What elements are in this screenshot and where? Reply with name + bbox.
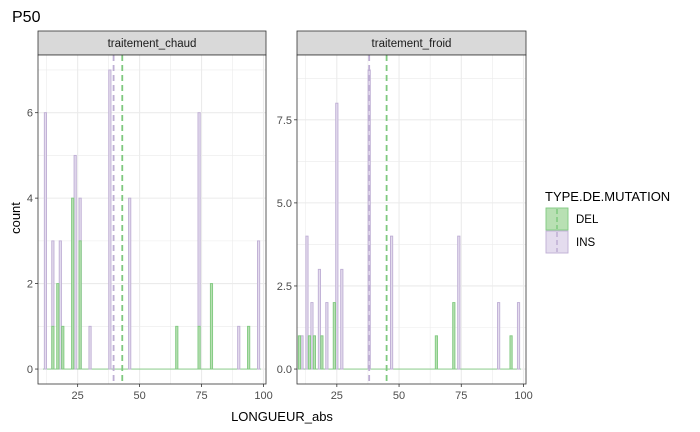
y-tick-label: 2.5 — [277, 281, 292, 293]
bar-del — [320, 335, 324, 370]
x-tick-label: 75 — [455, 390, 467, 402]
facet-strip — [37, 30, 267, 56]
y-axis-title: count — [8, 202, 23, 234]
bar-del — [71, 197, 75, 370]
x-tick-label: 50 — [133, 390, 145, 402]
bar-del — [78, 240, 82, 370]
bar-del — [61, 325, 65, 370]
y-tick-label: 2 — [27, 279, 33, 291]
bar-ins — [128, 197, 132, 370]
bar-ins — [516, 302, 521, 370]
bar-del — [175, 325, 179, 370]
legend-title: TYPE.DE.MUTATION — [545, 189, 670, 204]
facet-strip-label: traitement_chaud — [108, 38, 197, 50]
bar-ins — [58, 240, 62, 370]
bar-ins — [88, 325, 92, 370]
bar-ins — [300, 335, 304, 370]
bar-ins — [257, 240, 261, 370]
chart-title: P50 — [12, 9, 41, 26]
panel-border — [37, 54, 267, 385]
bar-del — [51, 325, 55, 370]
y-tick-label: 7.5 — [277, 115, 292, 127]
y-tick-label: 5.0 — [277, 198, 292, 210]
bar-del — [452, 302, 456, 370]
bar-ins — [108, 69, 112, 370]
bar-ins — [390, 235, 394, 370]
x-tick-label: 100 — [514, 390, 532, 402]
bar-ins — [497, 302, 501, 370]
bar-ins — [73, 154, 77, 370]
bar-ins — [457, 235, 461, 370]
bar-ins — [43, 112, 47, 370]
bar-ins — [340, 268, 344, 370]
bar-del — [332, 302, 336, 370]
y-tick-label: 4 — [27, 193, 33, 205]
bar-del — [434, 335, 438, 370]
bar-ins — [317, 268, 321, 370]
legend-label-ins: INS — [576, 237, 596, 249]
x-tick-label: 75 — [195, 390, 207, 402]
y-tick-label: 0 — [27, 364, 33, 376]
panel-background — [297, 55, 526, 384]
bar-del — [297, 335, 302, 370]
bar-del — [197, 325, 201, 370]
x-axis-title: LONGUEUR_abs — [231, 409, 333, 424]
legend: TYPE.DE.MUTATION DEL INS — [545, 189, 670, 254]
bar-del — [312, 335, 316, 370]
bar-del — [509, 335, 513, 370]
panel-traitement_froid: traitement_froid 0.0 2.5 5.0 7.5 25 50 75 100 — [277, 30, 533, 402]
x-tick-label: 100 — [254, 390, 272, 402]
bar-ins — [335, 102, 339, 370]
bar-del — [209, 283, 214, 370]
panel-traitement_chaud: traitement_chaud 0 2 4 6 25 50 75 100 — [27, 30, 273, 402]
y-tick-label: 6 — [27, 108, 33, 120]
x-tick-label: 50 — [393, 390, 405, 402]
bar-del — [247, 325, 251, 370]
x-tick-label: 25 — [331, 390, 343, 402]
bar-ins — [325, 302, 329, 370]
bar-ins — [237, 325, 241, 370]
x-tick-label: 25 — [72, 390, 84, 402]
panel-border — [296, 54, 527, 385]
y-tick-label: 0.0 — [277, 364, 292, 376]
legend-label-del: DEL — [576, 214, 599, 226]
bar-del — [56, 283, 60, 370]
bar-del — [307, 335, 312, 370]
facet-strip-label: traitement_froid — [372, 38, 452, 50]
bar-ins — [305, 235, 309, 370]
bar-ins — [310, 302, 314, 370]
